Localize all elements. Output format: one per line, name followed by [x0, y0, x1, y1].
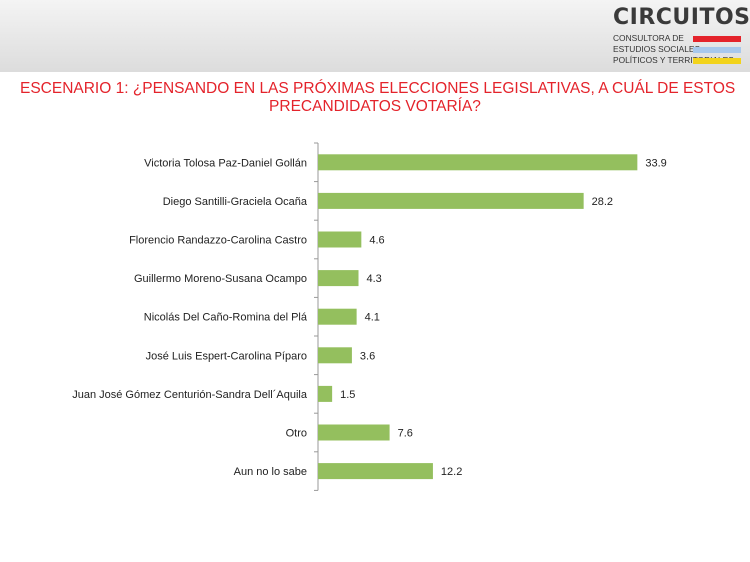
brand-flag-blue	[693, 47, 741, 53]
value-label: 12.2	[441, 466, 462, 478]
bar	[318, 154, 638, 171]
chart-title-line-1: ESCENARIO 1: ¿PENSANDO EN LAS PRÓXIMAS E…	[20, 80, 736, 97]
value-label: 4.3	[367, 273, 382, 285]
brand-flag-red	[693, 36, 741, 42]
bar	[318, 192, 584, 209]
bar	[318, 270, 359, 287]
brand-flag-yellow	[693, 58, 741, 64]
category-label: Nicolás Del Caño-Romina del Plá	[144, 312, 308, 324]
header-band	[0, 0, 750, 72]
value-label: 7.6	[398, 428, 413, 440]
bar	[318, 347, 352, 364]
bar	[318, 308, 357, 325]
value-label: 4.1	[365, 312, 380, 324]
value-label: 3.6	[360, 350, 375, 362]
brand-logo: CIRCUITOS CONSULTORA DE ESTUDIOS SOCIALE…	[613, 6, 750, 70]
bar	[318, 231, 362, 248]
bars-layer: Victoria Tolosa Paz-Daniel Gollán 33.9 Die…	[72, 142, 667, 491]
category-label: Florencio Randazzo-Carolina Castro	[129, 235, 307, 247]
brand-tagline-1: CONSULTORA DE	[613, 33, 684, 43]
bar	[318, 424, 390, 441]
brand-name: CIRCUITOS	[613, 5, 750, 30]
category-label: Guillermo Moreno-Susana Ocampo	[134, 273, 307, 285]
bar	[318, 463, 433, 480]
category-label: Aun no lo sabe	[234, 466, 307, 478]
category-label: Otro	[286, 428, 307, 440]
brand-tagline-3: POLÍTICOS Y TERRITORIALES	[613, 55, 734, 65]
bar	[318, 385, 333, 402]
value-label: 4.6	[369, 235, 384, 247]
category-label: José Luis Espert-Carolina Píparo	[146, 350, 307, 362]
value-label: 33.9	[645, 157, 666, 169]
category-label: Victoria Tolosa Paz-Daniel Gollán	[144, 157, 307, 169]
value-label: 1.5	[340, 389, 355, 401]
category-label: Diego Santilli-Graciela Ocaña	[163, 196, 308, 208]
chart-title: ESCENARIO 1: ¿PENSANDO EN LAS PRÓXIMAS E…	[20, 80, 736, 116]
category-label: Juan José Gómez Centurión-Sandra Dell´Aq…	[72, 389, 308, 401]
value-label: 28.2	[592, 196, 613, 208]
chart-title-line-2: PRECANDIDATOS VOTARÍA?	[269, 98, 481, 115]
brand-tagline-2: ESTUDIOS SOCIALES,	[613, 44, 703, 54]
